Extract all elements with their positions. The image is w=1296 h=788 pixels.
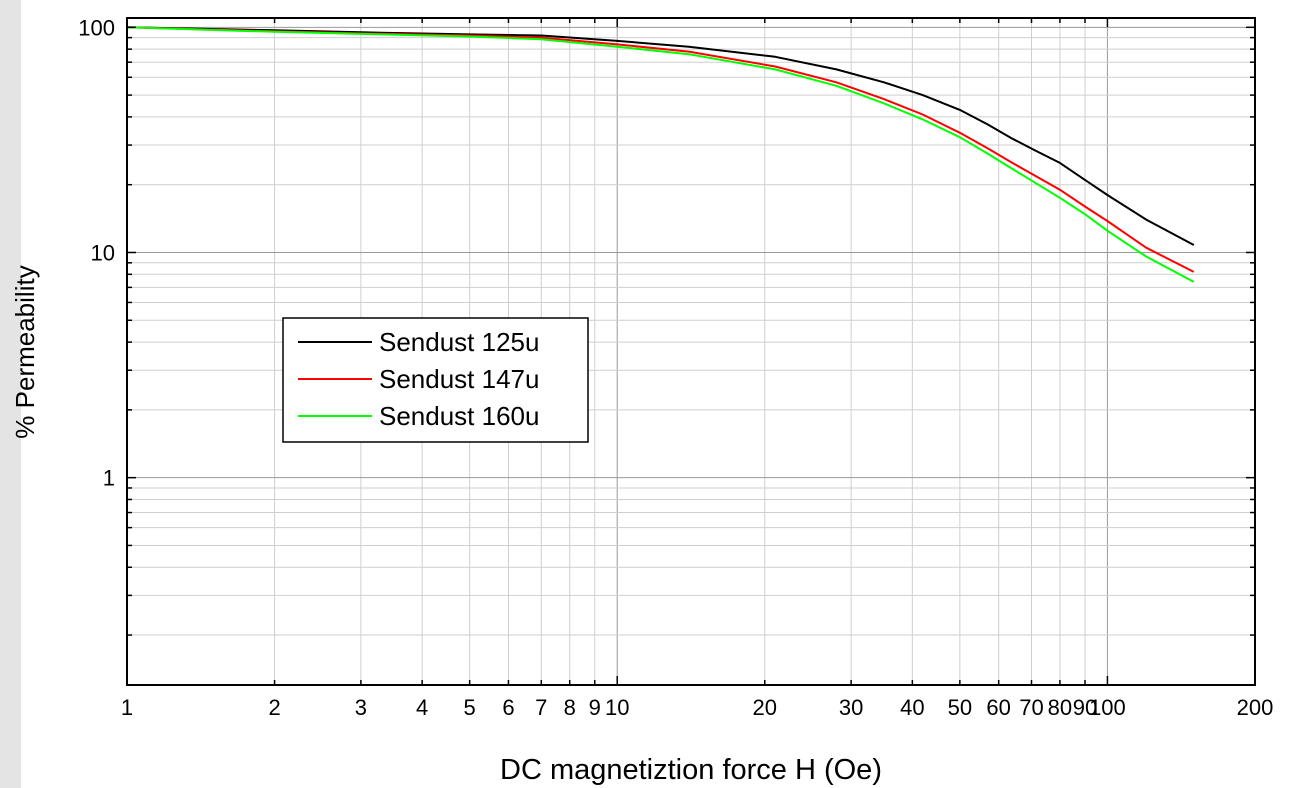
- plot-frame: [126, 17, 1256, 686]
- y-tick-label: 10: [91, 240, 115, 265]
- x-tick-label: 80: [1048, 695, 1072, 720]
- left-margin-strip: [0, 0, 21, 788]
- x-tick-label: 100: [1089, 695, 1126, 720]
- y-axis-label: % Permeability: [10, 265, 40, 438]
- x-tick-label: 4: [416, 695, 428, 720]
- x-tick-label: 9: [589, 695, 601, 720]
- x-tick-label: 8: [564, 695, 576, 720]
- x-axis-label: DC magnetiztion force H (Oe): [500, 754, 882, 786]
- x-tick-label: 50: [948, 695, 972, 720]
- x-tick-label: 200: [1237, 695, 1274, 720]
- x-tick-label: 3: [355, 695, 367, 720]
- x-tick-label: 20: [753, 695, 777, 720]
- series-line: [126, 26, 1195, 246]
- x-tick-label: 6: [502, 695, 514, 720]
- legend: Sendust 125u Sendust 147u Sendust 160u: [282, 317, 589, 443]
- x-tick-label: 40: [900, 695, 924, 720]
- y-tick-label: 1: [103, 466, 115, 491]
- legend-label: Sendust 160u: [379, 401, 539, 431]
- x-tick-label: 70: [1019, 695, 1043, 720]
- series-line: [126, 26, 1195, 283]
- x-tick-label: 60: [986, 695, 1010, 720]
- x-tick-label: 2: [268, 695, 280, 720]
- legend-label: Sendust 125u: [379, 327, 539, 357]
- x-tick-label: 10: [605, 695, 629, 720]
- legend-label: Sendust 147u: [379, 364, 539, 394]
- x-tick-label: 5: [464, 695, 476, 720]
- axis-ticks: [126, 18, 1256, 685]
- x-tick-label: 90: [1073, 695, 1097, 720]
- x-tick-label: 1: [121, 695, 133, 720]
- y-tick-labels: 1 10 100: [78, 15, 115, 490]
- x-tick-label: 7: [535, 695, 547, 720]
- series-line: [126, 26, 1195, 273]
- series-lines: [126, 26, 1195, 283]
- y-tick-label: 100: [78, 15, 115, 40]
- x-tick-label: 30: [839, 695, 863, 720]
